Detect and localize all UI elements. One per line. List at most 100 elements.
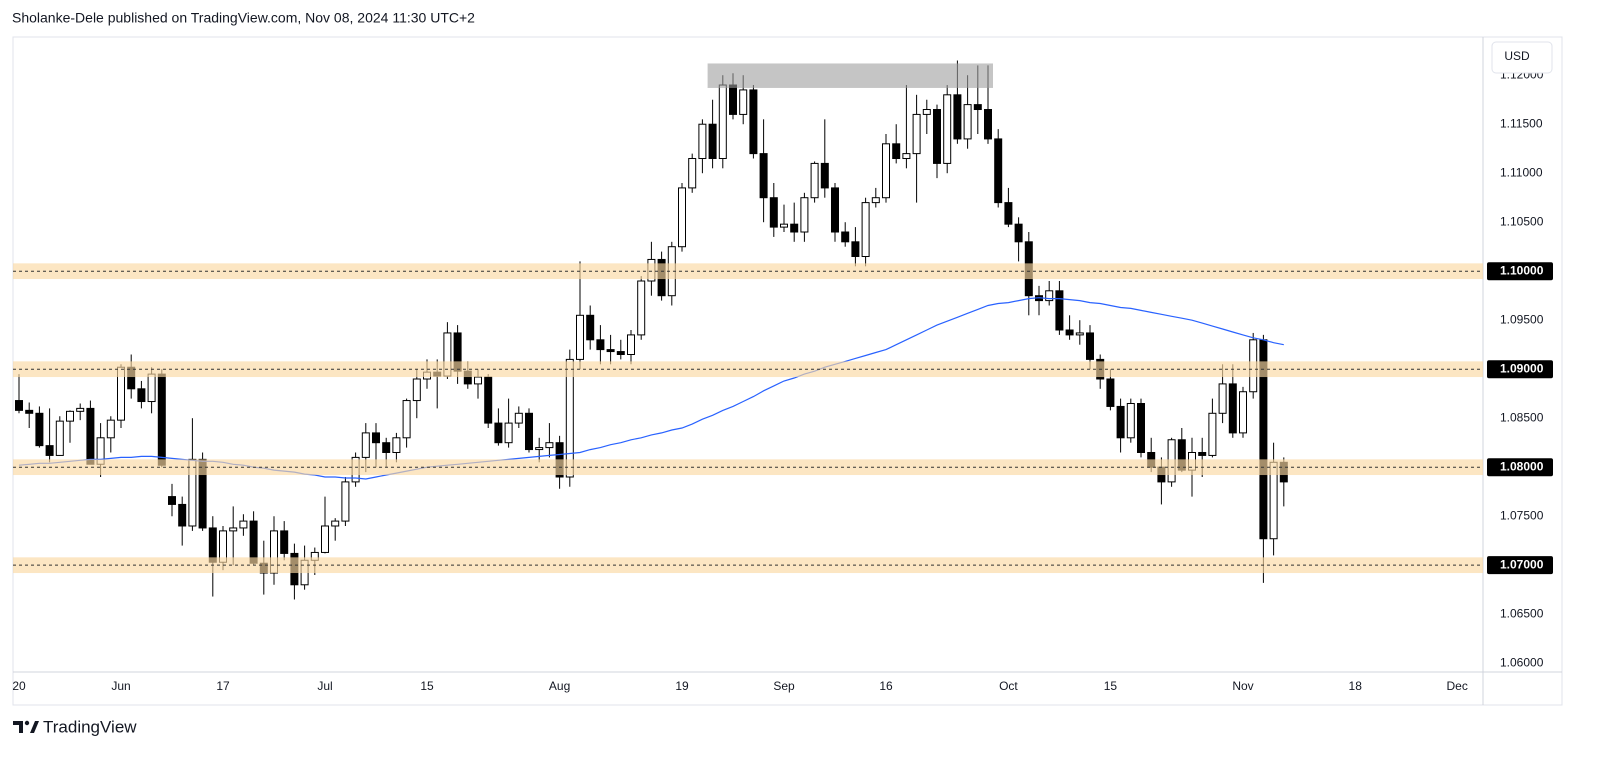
candle-body [688, 158, 697, 189]
candle-body [545, 442, 554, 449]
candle-body [137, 388, 146, 403]
y-tick-label: 1.09500 [1500, 312, 1544, 326]
x-tick-label: Jun [111, 679, 130, 693]
candle-body [55, 420, 64, 456]
y-tick-label: 1.07500 [1500, 508, 1544, 522]
candle-body [249, 520, 258, 564]
candle-body [1014, 223, 1023, 243]
candle-body [372, 432, 380, 444]
candle-body [402, 400, 411, 439]
zone-label-bg [1487, 262, 1553, 281]
candle-body [1116, 405, 1125, 439]
candle-body [361, 432, 370, 458]
plot-area [13, 60, 1483, 600]
x-tick-label: Aug [549, 679, 570, 693]
candle-body [973, 104, 982, 111]
candle-body [1228, 383, 1237, 434]
moving-average [18, 297, 1284, 480]
x-tick-label: 15 [420, 679, 434, 693]
candle-body [1126, 402, 1135, 439]
candle-body [953, 94, 962, 140]
x-tick-label: 15 [1104, 679, 1118, 693]
y-tick-label: 1.06000 [1500, 655, 1544, 669]
x-tick-label: Nov [1232, 679, 1253, 693]
candle-body [1004, 202, 1013, 225]
candle-body [922, 109, 931, 115]
candle-body [963, 104, 972, 140]
candle-body [15, 400, 23, 411]
candle-body [739, 89, 748, 115]
brand: TradingView [43, 717, 137, 736]
candle-body [780, 223, 788, 228]
candle-body [229, 527, 238, 532]
candle-body [994, 138, 1003, 204]
candle-body [484, 376, 493, 424]
candle-body [208, 527, 217, 563]
candle-body [759, 153, 768, 199]
y-tick-label: 1.06500 [1500, 606, 1544, 620]
candle-body [678, 187, 686, 248]
zone-label: 1.08000 [1500, 459, 1544, 473]
candle-body [800, 197, 809, 233]
candle-body [810, 162, 819, 199]
candle-body [1239, 391, 1247, 434]
y-tick-label: 1.11500 [1500, 116, 1543, 130]
candle-body [1198, 451, 1207, 456]
currency-label[interactable]: USD [1504, 49, 1530, 63]
candle-body [514, 412, 523, 424]
candle-body [902, 153, 911, 160]
candle-body [392, 437, 401, 453]
candle-body [382, 442, 391, 453]
candle-body [1218, 383, 1227, 414]
candle-body [178, 503, 187, 527]
y-tick-label: 1.08500 [1500, 410, 1544, 424]
x-tick-label: 19 [675, 679, 689, 693]
x-tick-label: Dec [1447, 679, 1468, 693]
candle-body [474, 376, 482, 385]
candle-body [168, 496, 176, 505]
candle-body [239, 520, 248, 529]
candle-body [831, 187, 839, 233]
candle-body [1208, 412, 1217, 456]
candle-body [729, 84, 737, 115]
candle-body [1137, 402, 1145, 453]
candle-body [943, 94, 952, 164]
candle-body [933, 109, 941, 164]
candle-body [596, 339, 605, 351]
candle-body [45, 445, 54, 456]
resistance-box [707, 63, 993, 88]
candle-body [1045, 290, 1054, 302]
candle-body [984, 109, 992, 140]
candle-body [1055, 290, 1064, 331]
candle-body [341, 481, 350, 522]
attribution: Sholanke-Dele published on TradingView.c… [12, 10, 475, 26]
candle-body [535, 447, 544, 451]
candle-body [1065, 329, 1074, 336]
candle-body [331, 520, 340, 527]
x-tick-label: 17 [216, 679, 230, 693]
x-tick-label: Oct [999, 679, 1018, 693]
candle-body [157, 373, 166, 466]
candle-body [25, 409, 34, 414]
candle-body [147, 373, 156, 403]
zone-label-bg [1487, 556, 1553, 575]
candle-body [106, 419, 115, 439]
x-tick-label: 16 [879, 679, 893, 693]
currency-button[interactable] [1491, 41, 1553, 74]
zone-label: 1.10000 [1500, 263, 1544, 277]
candle-body [851, 241, 860, 258]
candle-body [708, 123, 717, 160]
y-tick-label: 1.10500 [1500, 214, 1544, 228]
candle-body [637, 280, 646, 336]
x-tick-label: 18 [1349, 679, 1363, 693]
candle-body [76, 407, 85, 412]
logo [13, 720, 39, 733]
candle-body [861, 202, 870, 258]
candle-body [769, 197, 778, 228]
x-tick-label: Jul [317, 679, 332, 693]
candle-body [820, 162, 829, 189]
candle-body [627, 334, 635, 356]
candle-body [698, 123, 707, 160]
candle-body [66, 410, 74, 422]
